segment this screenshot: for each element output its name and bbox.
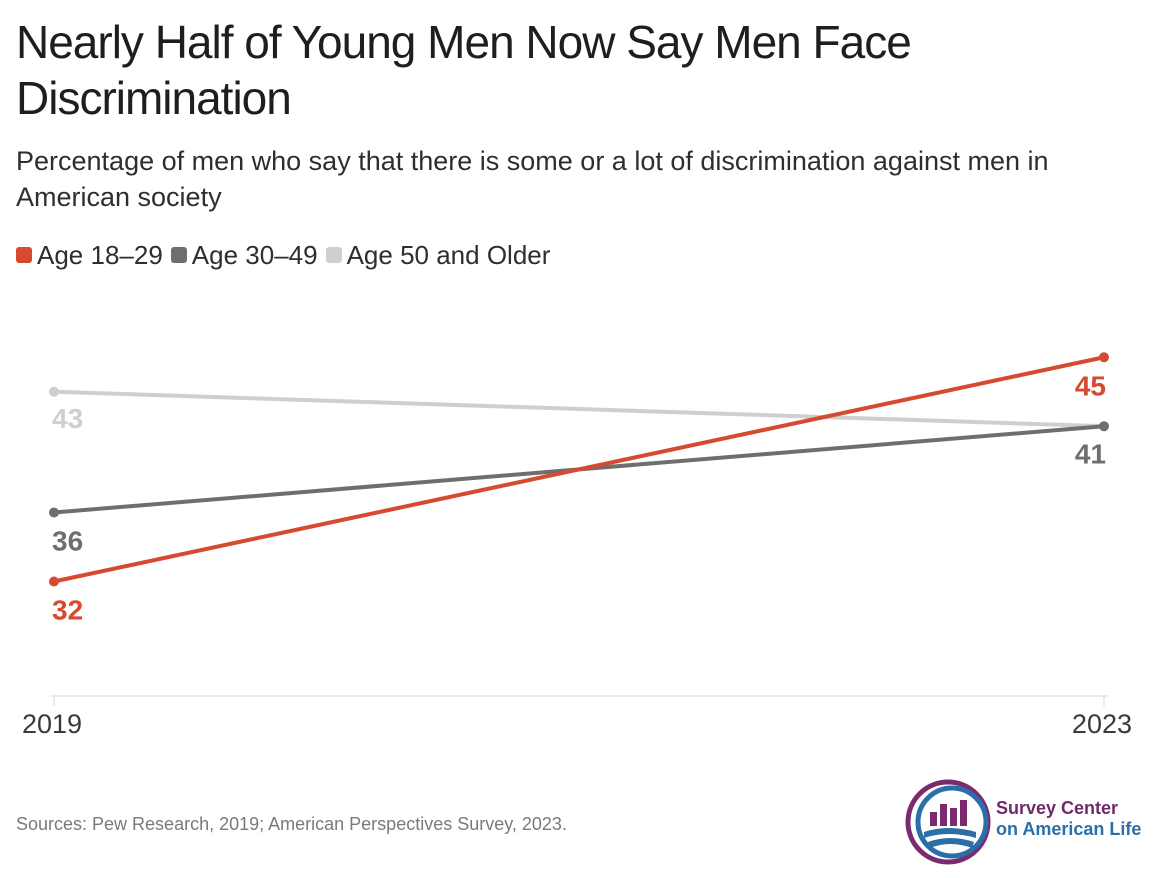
- data-point: [49, 576, 59, 587]
- data-label: 32: [52, 595, 83, 626]
- logo-line-2: on American Life: [996, 819, 1142, 839]
- data-point: [1099, 421, 1109, 432]
- legend-label-age-50-older: Age 50 and Older: [346, 240, 551, 270]
- bar-chart-globe-logo-icon: [905, 779, 991, 865]
- data-label: 45: [1075, 370, 1106, 401]
- logo-text: Survey Center on American Life: [996, 798, 1141, 840]
- survey-center-logo: Survey Center on American Life: [904, 778, 1144, 866]
- legend: Age 18–29 Age 30–49 Age 50 and Older: [16, 238, 558, 272]
- data-point: [49, 386, 59, 397]
- legend-item-age-50-older: Age 50 and Older: [325, 238, 551, 272]
- data-label: 43: [52, 403, 83, 434]
- series-line: [52, 355, 1106, 584]
- legend-label-age-30-49: Age 30–49: [191, 240, 318, 270]
- series-line: [52, 389, 1106, 429]
- source-note: Sources: Pew Research, 2019; American Pe…: [16, 814, 567, 834]
- data-label: 36: [52, 526, 83, 557]
- logo-line-1: Survey Center: [996, 798, 1119, 818]
- legend-swatch-age-18-29: [16, 247, 32, 263]
- data-label: 41: [1075, 438, 1106, 469]
- x-tick-label: 2023: [1072, 709, 1132, 739]
- data-point: [49, 507, 59, 518]
- legend-swatch-age-50-older: [325, 247, 342, 263]
- legend-swatch-age-30-49: [170, 247, 187, 263]
- legend-item-age-30-49: Age 30–49: [170, 238, 318, 272]
- legend-item-age-18-29: Age 18–29: [16, 238, 163, 272]
- chart-title: Nearly Half of Young Men Now Say Men Fac…: [16, 16, 912, 124]
- chart-subtitle: Percentage of men who say that there is …: [16, 146, 1049, 212]
- legend-label-age-18-29: Age 18–29: [37, 240, 163, 270]
- data-point: [1099, 352, 1109, 363]
- x-tick-label: 2019: [22, 709, 82, 739]
